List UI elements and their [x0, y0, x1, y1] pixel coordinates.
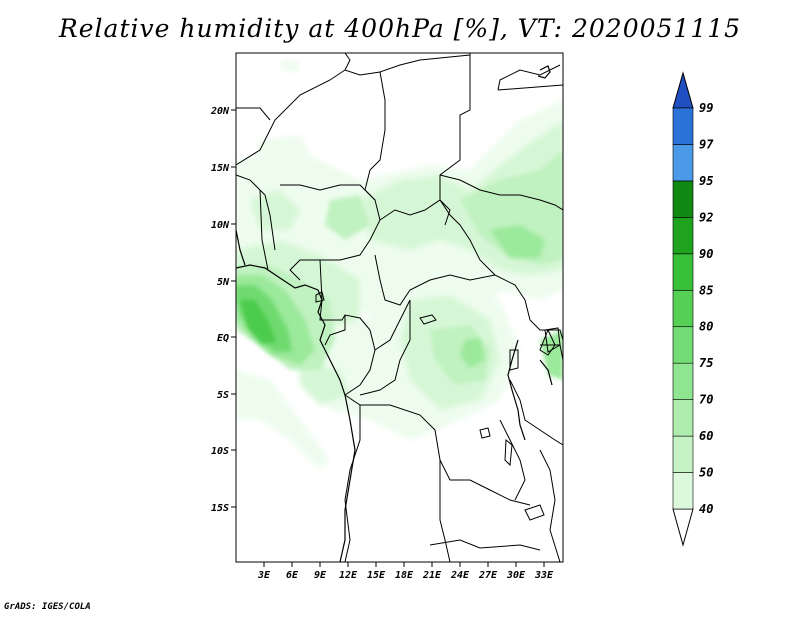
- colorbar: 40 50 60 70 75 80 85 90 92 95 97 99: [672, 71, 714, 547]
- map-frame: [235, 52, 564, 563]
- colorbar-label: 90: [699, 247, 713, 261]
- humidity-field: [236, 53, 563, 562]
- lon-tick-label: 15E: [367, 570, 386, 581]
- lon-tick-label: 6E: [286, 570, 299, 581]
- colorbar-label: 85: [699, 283, 713, 297]
- lat-tick-label: 10N: [211, 220, 230, 231]
- colorbar-label: 70: [699, 393, 713, 407]
- lon-tick-label: 27E: [478, 570, 498, 581]
- lat-tick-label: 5S: [217, 390, 229, 401]
- colorbar-segment: [672, 107, 694, 145]
- country-borders: [236, 53, 563, 562]
- lat-tick-label: 5N: [217, 277, 230, 288]
- grads-credit: GrADS: IGES/COLA: [4, 602, 91, 612]
- colorbar-top-arrow: [672, 71, 694, 109]
- colorbar-segment: [672, 435, 694, 473]
- lon-tick-label: 21E: [422, 570, 442, 581]
- colorbar-label: 75: [699, 356, 713, 370]
- lon-tick-label: 30E: [506, 570, 526, 581]
- colorbar-segment: [672, 253, 694, 291]
- colorbar-segment: [672, 180, 694, 218]
- colorbar-label: 80: [699, 320, 713, 334]
- colorbar-label: 40: [699, 502, 713, 516]
- lon-axis: 3E 6E 9E 12E 15E 18E 21E 24E 27E 30E 33E: [257, 570, 554, 581]
- colorbar-label: 97: [699, 137, 714, 151]
- colorbar-label: 92: [699, 210, 713, 224]
- colorbar-label: 50: [699, 466, 713, 480]
- lat-tick-label: 10S: [211, 446, 229, 457]
- lat-tick-label: 20N: [210, 106, 230, 117]
- colorbar-segment: [672, 399, 694, 437]
- lat-tick-label: 15S: [211, 503, 229, 514]
- lon-tick-label: 33E: [534, 570, 554, 581]
- lon-tick-label: 18E: [395, 570, 414, 581]
- lon-tick-label: 3E: [257, 570, 271, 581]
- colorbar-label: 99: [699, 101, 713, 115]
- coastline: [236, 65, 553, 562]
- colorbar-segment: [672, 326, 694, 364]
- lat-axis: 20N 15N 10N 5N EQ 5S 10S 15S: [210, 106, 230, 514]
- map-title: Relative humidity at 400hPa [%], VT: 202…: [58, 14, 742, 43]
- colorbar-segment: [672, 289, 694, 328]
- lon-tick-label: 12E: [339, 570, 358, 581]
- lon-tick-label: 24E: [450, 570, 470, 581]
- colorbar-label: 95: [699, 174, 713, 188]
- lakes: [315, 291, 561, 521]
- lon-tick-label: 9E: [314, 570, 327, 581]
- lat-tick-label: 15N: [211, 163, 230, 174]
- colorbar-bottom-arrow: [672, 508, 694, 547]
- colorbar-segment: [672, 217, 694, 255]
- colorbar-segment: [672, 362, 694, 400]
- colorbar-segment: [672, 144, 694, 182]
- colorbar-label: 60: [699, 429, 713, 443]
- tick-marks: [231, 109, 545, 567]
- colorbar-segment: [672, 472, 694, 510]
- lat-tick-label: EQ: [217, 333, 229, 344]
